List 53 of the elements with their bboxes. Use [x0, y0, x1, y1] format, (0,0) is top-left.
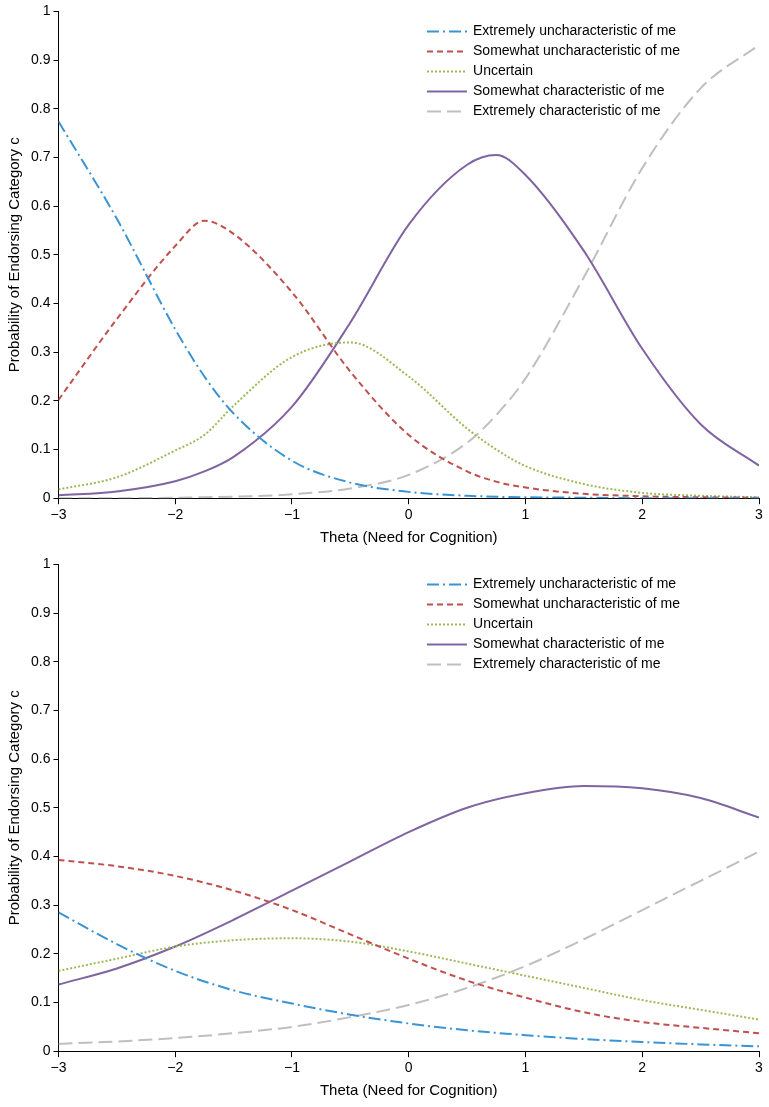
x-tick-label: 3 — [755, 506, 764, 523]
y-tick-label: 0 — [42, 489, 51, 506]
x-tick-label: −3 — [50, 1059, 67, 1076]
y-tick-label: 0.6 — [30, 196, 51, 213]
y-tick-label: 0.1 — [30, 440, 51, 457]
y-axis-title: Probability of Endorsing Category c — [5, 689, 23, 926]
x-tick-label: 3 — [755, 1059, 764, 1076]
y-tick-label: 0.4 — [30, 294, 51, 311]
line-series — [58, 937, 759, 1021]
y-tick-label: 0.8 — [30, 99, 51, 116]
legend-label: Extremely uncharacteristic of me — [473, 575, 677, 592]
legend-label: Somewhat uncharacteristic of me — [473, 595, 681, 612]
y-tick-label: 1 — [42, 555, 51, 572]
x-tick-label: −2 — [167, 506, 184, 523]
legend-label: Uncertain — [473, 615, 533, 632]
legend-label: Extremely uncharacteristic of me — [473, 22, 677, 39]
legend-label: Somewhat uncharacteristic of me — [473, 42, 681, 59]
line-series — [58, 784, 759, 986]
x-tick-label: 2 — [638, 1059, 647, 1076]
y-tick-label: 0.9 — [30, 603, 51, 620]
y-tick-label: 0.2 — [30, 391, 51, 408]
y-tick-label: 1 — [42, 2, 51, 19]
x-tick-label: 1 — [521, 1059, 530, 1076]
y-tick-label: 0.7 — [30, 701, 51, 718]
y-tick-label: 0.9 — [30, 50, 51, 67]
y-tick-label: 0.5 — [30, 798, 51, 815]
y-tick-label: 0.1 — [30, 993, 51, 1010]
x-axis-title: Theta (Need for Cognition) — [319, 528, 498, 546]
legend-label: Somewhat characteristic of me — [473, 82, 665, 99]
y-tick-label: 0.8 — [30, 652, 51, 669]
y-tick-label: 0 — [42, 1042, 51, 1059]
y-tick-label: 0.6 — [30, 749, 51, 766]
x-axis-title: Theta (Need for Cognition) — [319, 1081, 498, 1099]
y-tick-label: 0.4 — [30, 847, 51, 864]
legend-label: Uncertain — [473, 62, 533, 79]
x-tick-label: −1 — [283, 506, 301, 523]
x-tick-label: −1 — [283, 1059, 301, 1076]
line-series — [58, 911, 759, 1048]
x-tick-label: −3 — [50, 506, 67, 523]
y-tick-label: 0.2 — [30, 944, 51, 961]
x-tick-label: 1 — [521, 506, 530, 523]
y-axis-title: Probability of Endorsing Category c — [5, 136, 23, 373]
y-tick-label: 0.3 — [30, 896, 51, 913]
legend-label: Somewhat characteristic of me — [473, 635, 665, 652]
y-tick-label: 0.5 — [30, 245, 51, 262]
x-tick-label: 0 — [404, 506, 413, 523]
x-tick-label: −2 — [167, 1059, 184, 1076]
y-tick-label: 0.7 — [30, 148, 51, 165]
legend-label: Extremely characteristic of me — [473, 655, 661, 672]
legend-label: Extremely characteristic of me — [473, 102, 661, 119]
y-tick-label: 0.3 — [30, 343, 51, 360]
x-tick-label: 0 — [404, 1059, 413, 1076]
x-tick-label: 2 — [638, 506, 647, 523]
